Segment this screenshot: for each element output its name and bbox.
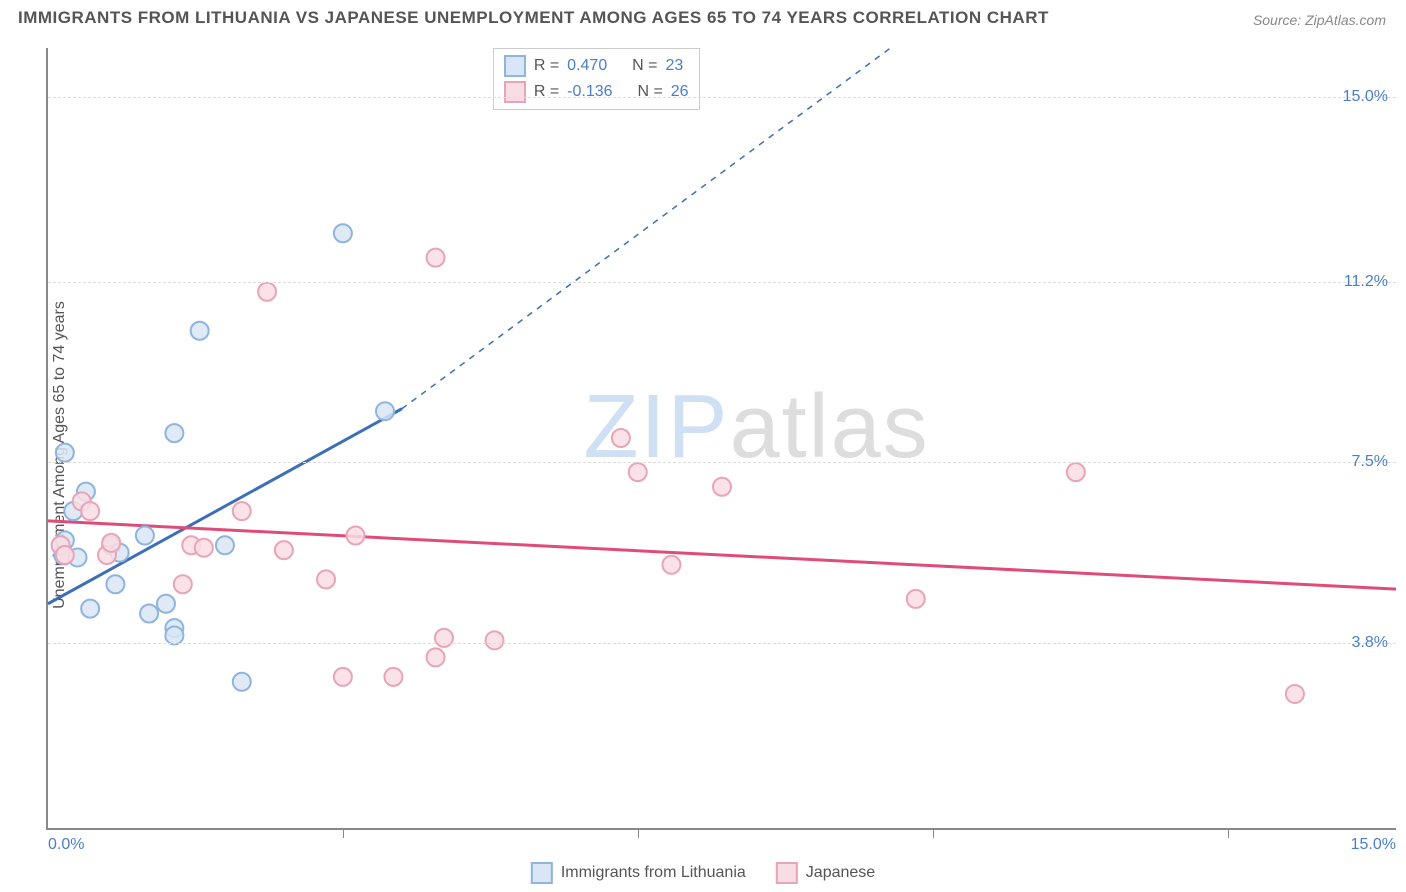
legend-swatch-lithuania — [504, 55, 526, 77]
legend-row-lithuania: R = 0.470 N = 23 — [504, 53, 689, 79]
chart-svg — [48, 48, 1396, 828]
legend-swatch-japanese-bottom — [776, 862, 798, 884]
legend-swatch-lithuania-bottom — [531, 862, 553, 884]
n-value-lithuania: 23 — [665, 57, 683, 75]
y-tick-label: 7.5% — [1352, 453, 1388, 471]
chart-title: IMMIGRANTS FROM LITHUANIA VS JAPANESE UN… — [18, 8, 1049, 28]
n-label: N = — [637, 83, 662, 101]
y-tick-label: 3.8% — [1352, 634, 1388, 652]
legend-swatch-japanese — [504, 81, 526, 103]
y-tick-label: 15.0% — [1343, 88, 1388, 106]
r-value-japanese: -0.136 — [567, 83, 612, 101]
plot-area: ZIPatlas R = 0.470 N = 23 R = -0.136 N =… — [46, 48, 1396, 830]
r-label: R = — [534, 83, 559, 101]
y-tick-label: 11.2% — [1344, 273, 1388, 291]
n-label: N = — [632, 57, 657, 75]
legend-label-japanese: Japanese — [806, 864, 875, 882]
legend-row-japanese: R = -0.136 N = 26 — [504, 79, 689, 105]
correlation-legend: R = 0.470 N = 23 R = -0.136 N = 26 — [493, 48, 700, 110]
r-label: R = — [534, 57, 559, 75]
legend-label-lithuania: Immigrants from Lithuania — [561, 864, 746, 882]
x-axis-max-label: 15.0% — [1351, 836, 1396, 854]
legend-item-japanese: Japanese — [776, 862, 875, 884]
r-value-lithuania: 0.470 — [567, 57, 607, 75]
series-legend: Immigrants from Lithuania Japanese — [531, 862, 875, 884]
source-attribution: Source: ZipAtlas.com — [1253, 12, 1386, 28]
x-axis-min-label: 0.0% — [48, 836, 84, 854]
n-value-japanese: 26 — [671, 83, 689, 101]
legend-item-lithuania: Immigrants from Lithuania — [531, 862, 746, 884]
